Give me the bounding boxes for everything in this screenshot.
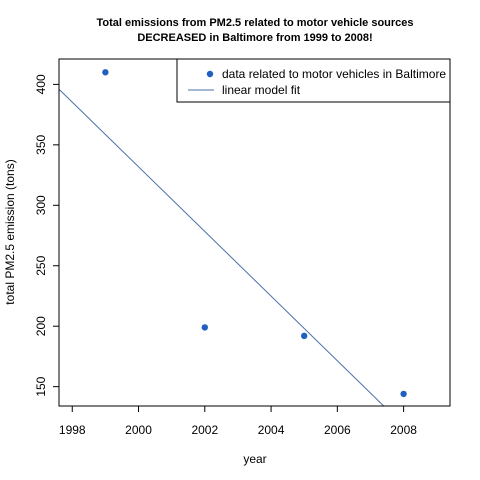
y-tick-label: 400 [34,74,48,94]
x-tick-label: 2008 [390,423,417,437]
x-tick-label: 2006 [324,423,351,437]
data-point [102,69,109,76]
legend-entry-fit: linear model fit [222,83,301,97]
y-axis-label: total PM2.5 emission (tons) [3,159,17,304]
legend-box [176,58,451,103]
fit-line [58,88,385,407]
y-tick-label: 250 [34,255,48,275]
y-tick-label: 150 [34,376,48,396]
x-tick-label: 1998 [59,423,86,437]
chart-title-line2: DECREASED in Baltimore from 1999 to 2008… [137,32,372,44]
x-tick-label: 2002 [191,423,218,437]
y-axis: 150 200 250 300 350 400 [34,74,59,397]
chart-title-line1: Total emissions from PM2.5 related to mo… [96,17,413,29]
legend: data related to motor vehicles in Baltim… [176,58,451,103]
plot-frame [58,58,451,407]
x-tick-label: 2000 [125,423,152,437]
y-tick-label: 200 [34,316,48,336]
legend-point-marker [206,70,214,78]
data-point [400,390,407,398]
x-axis: 1998 2000 2002 2004 2006 2008 [59,406,417,437]
x-tick-label: 2004 [258,423,285,437]
y-tick-label: 350 [34,135,48,155]
y-tick-label: 300 [34,195,48,215]
x-axis-label: year [243,452,266,466]
legend-entry-points: data related to motor vehicles in Baltim… [222,67,446,81]
data-point [201,324,208,331]
data-point [301,332,308,340]
